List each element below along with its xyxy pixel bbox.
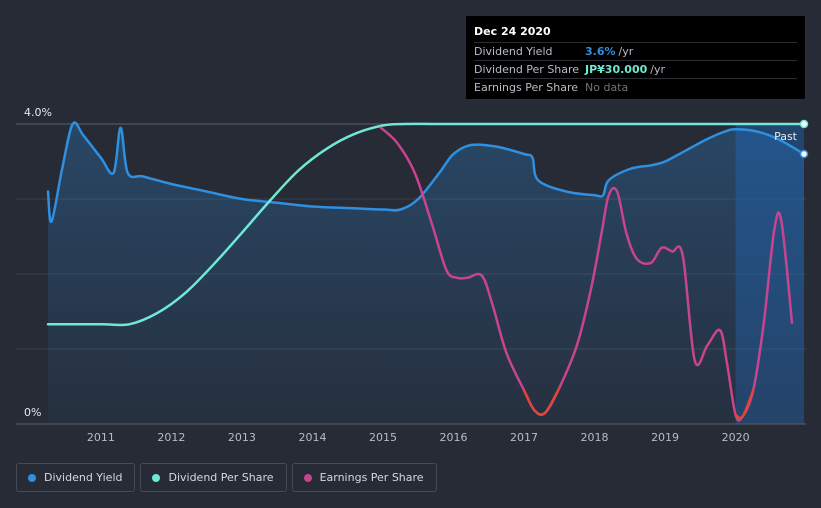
legend-dot-icon <box>28 473 36 482</box>
dividend-per-share-line <box>46 122 806 327</box>
tooltip: Dec 24 2020 Dividend Yield 3.6% /yr Divi… <box>466 16 805 99</box>
earnings-dip-highlight <box>522 386 561 416</box>
x-tick-label: 2013 <box>228 431 256 444</box>
x-tick-label: 2020 <box>722 431 750 444</box>
tooltip-value: 3.6% <box>585 45 616 58</box>
tooltip-label: Earnings Per Share <box>474 81 579 94</box>
x-tick-label: 2012 <box>157 431 185 444</box>
tooltip-row-dividend-per-share: Dividend Per Share JP¥30.000 /yr <box>474 60 797 78</box>
dividend-yield-endpoint <box>799 149 809 159</box>
legend-label: Earnings Per Share <box>319 471 424 484</box>
tooltip-row-dividend-yield: Dividend Yield 3.6% /yr <box>474 42 797 60</box>
x-tick-label: 2016 <box>440 431 468 444</box>
tooltip-label: Dividend Per Share <box>474 63 580 76</box>
legend-item-earnings-per-share[interactable]: Earnings Per Share <box>291 463 437 492</box>
earnings-per-share-line <box>379 126 794 422</box>
dividend-yield-line <box>46 121 806 223</box>
legend-item-dividend-yield[interactable]: Dividend Yield <box>16 463 136 492</box>
legend: Dividend Yield Dividend Per Share Earnin… <box>16 463 437 492</box>
tooltip-row-earnings-per-share: Earnings Per Share No data <box>474 78 797 96</box>
tooltip-label: Dividend Yield <box>474 45 553 58</box>
y-tick-label: 0% <box>24 406 41 419</box>
legend-item-dividend-per-share[interactable]: Dividend Per Share <box>140 463 287 492</box>
x-tick-label: 2015 <box>369 431 397 444</box>
x-tick-label: 2014 <box>298 431 326 444</box>
legend-label: Dividend Yield <box>44 471 123 484</box>
tooltip-value: No data <box>585 81 629 94</box>
tooltip-value: JP¥30.000 <box>585 63 648 76</box>
tooltip-unit: /yr <box>650 63 666 76</box>
x-tick-label: 2011 <box>87 431 115 444</box>
dividend-per-share-endpoint <box>799 119 809 129</box>
tooltip-unit: /yr <box>618 45 634 58</box>
legend-dot-icon <box>152 473 161 482</box>
x-tick-label: 2018 <box>581 431 609 444</box>
tooltip-date: Dec 24 2020 <box>474 25 551 38</box>
y-tick-label: 4.0% <box>24 106 52 119</box>
x-tick-label: 2019 <box>651 431 679 444</box>
earnings-dip-highlight <box>734 389 755 420</box>
past-label: Past <box>774 130 798 143</box>
legend-dot-icon <box>303 473 312 482</box>
legend-label: Dividend Per Share <box>168 471 274 484</box>
dividend-yield-area <box>48 122 804 424</box>
x-tick-label: 2017 <box>510 431 538 444</box>
